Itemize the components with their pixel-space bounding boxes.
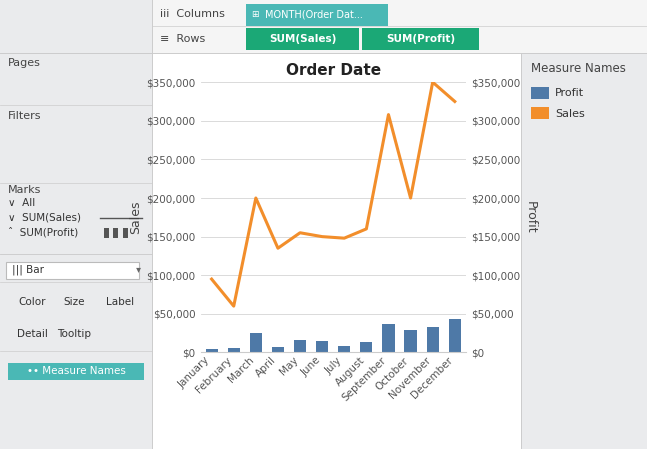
Text: Label: Label xyxy=(105,297,134,307)
Text: SUM(Sales): SUM(Sales) xyxy=(269,34,336,44)
Text: ⊞: ⊞ xyxy=(251,10,259,19)
FancyBboxPatch shape xyxy=(8,363,144,380)
FancyBboxPatch shape xyxy=(152,53,521,449)
Text: Tooltip: Tooltip xyxy=(58,329,91,339)
Text: ∨  All: ∨ All xyxy=(8,198,35,208)
Bar xyxy=(382,324,395,352)
Text: Filters: Filters xyxy=(8,111,41,121)
Bar xyxy=(272,347,284,352)
FancyBboxPatch shape xyxy=(152,0,647,53)
Text: ∨  SUM(Sales): ∨ SUM(Sales) xyxy=(8,213,81,223)
Bar xyxy=(104,228,109,238)
FancyBboxPatch shape xyxy=(246,28,359,50)
Y-axis label: Sales: Sales xyxy=(129,201,142,234)
Bar xyxy=(250,333,262,352)
Bar xyxy=(404,330,417,352)
Bar xyxy=(449,319,461,352)
Text: SUM(Profit): SUM(Profit) xyxy=(386,34,455,44)
Bar xyxy=(294,340,306,352)
Text: Profit: Profit xyxy=(555,88,584,98)
Text: Color: Color xyxy=(19,297,46,307)
FancyBboxPatch shape xyxy=(531,107,549,119)
Bar xyxy=(113,228,118,238)
Y-axis label: Profit: Profit xyxy=(524,201,537,233)
Bar xyxy=(360,342,373,352)
Text: Measure Names: Measure Names xyxy=(531,62,626,75)
Text: ▾: ▾ xyxy=(133,265,140,275)
Title: Order Date: Order Date xyxy=(285,63,381,78)
Text: Sales: Sales xyxy=(555,109,585,119)
Text: Marks: Marks xyxy=(8,185,41,195)
Bar xyxy=(338,346,350,352)
Text: MONTH(Order Dat...: MONTH(Order Dat... xyxy=(265,10,363,20)
FancyBboxPatch shape xyxy=(531,87,549,99)
Bar xyxy=(426,327,439,352)
Text: Detail: Detail xyxy=(17,329,48,339)
Bar xyxy=(123,228,128,238)
FancyBboxPatch shape xyxy=(0,0,152,449)
Bar xyxy=(316,341,328,352)
Bar xyxy=(228,348,240,352)
Text: ||| Bar: ||| Bar xyxy=(12,264,43,275)
Bar xyxy=(206,348,217,352)
FancyBboxPatch shape xyxy=(6,262,139,279)
Text: Size: Size xyxy=(63,297,85,307)
FancyBboxPatch shape xyxy=(521,53,647,449)
Text: •• Measure Names: •• Measure Names xyxy=(27,366,126,376)
Text: Pages: Pages xyxy=(8,58,41,68)
Text: iii  Columns: iii Columns xyxy=(160,9,225,19)
Text: ˆ  SUM(Profit): ˆ SUM(Profit) xyxy=(8,227,78,238)
Text: ≡  Rows: ≡ Rows xyxy=(160,34,205,44)
FancyBboxPatch shape xyxy=(362,28,479,50)
FancyBboxPatch shape xyxy=(246,4,388,26)
